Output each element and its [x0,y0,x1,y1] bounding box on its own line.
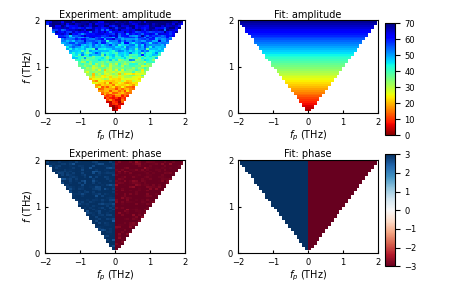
X-axis label: $f_p$ (THz): $f_p$ (THz) [289,268,327,283]
X-axis label: $f_p$ (THz): $f_p$ (THz) [289,129,327,143]
Y-axis label: $f$ (THz): $f$ (THz) [21,190,33,223]
X-axis label: $f_p$ (THz): $f_p$ (THz) [96,129,134,143]
Title: Fit: amplitude: Fit: amplitude [274,10,342,19]
X-axis label: $f_p$ (THz): $f_p$ (THz) [96,268,134,283]
Title: Fit: phase: Fit: phase [284,149,332,159]
Y-axis label: $f$ (THz): $f$ (THz) [21,50,33,84]
Title: Experiment: amplitude: Experiment: amplitude [59,10,171,19]
Title: Experiment: phase: Experiment: phase [69,149,161,159]
